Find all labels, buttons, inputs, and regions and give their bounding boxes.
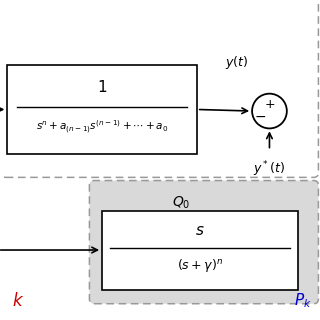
Text: −: −	[254, 110, 266, 124]
Text: $s$: $s$	[195, 223, 205, 238]
Text: 1: 1	[97, 80, 107, 95]
Text: $k$: $k$	[12, 292, 24, 309]
Text: $Q_0$: $Q_0$	[172, 195, 190, 211]
Text: $y^*(t)$: $y^*(t)$	[253, 160, 285, 179]
Text: $s^n + a_{(n-1)}s^{(n-1)} + \cdots + a_0$: $s^n + a_{(n-1)}s^{(n-1)} + \cdots + a_0…	[36, 119, 168, 136]
Text: $y(t)$: $y(t)$	[225, 53, 248, 71]
Bar	[102, 211, 298, 290]
Bar	[7, 65, 197, 154]
Text: $P_k$: $P_k$	[294, 291, 311, 310]
Circle shape	[252, 94, 287, 128]
Text: $(s + \gamma)^n$: $(s + \gamma)^n$	[177, 258, 223, 275]
FancyBboxPatch shape	[89, 180, 318, 304]
Text: +: +	[264, 99, 275, 111]
FancyBboxPatch shape	[1, 0, 318, 177]
